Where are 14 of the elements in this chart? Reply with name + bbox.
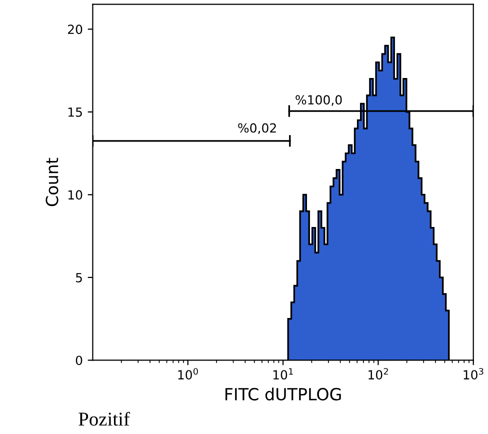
x-tick-label: 10$^{2}$	[368, 368, 388, 380]
x-axis-title: FITC dUTPLOG	[225, 388, 341, 400]
y-tick-label: 0	[76, 356, 82, 366]
x-tick-label: 10$^{0}$	[178, 368, 198, 380]
x-tick-label: 10$^{3}$	[464, 368, 484, 380]
y-tick-label: 10	[68, 190, 82, 200]
y-tick-label: 5	[76, 273, 82, 282]
y-tick-label: 15	[68, 108, 82, 117]
x-tick-label: 10$^{1}$	[273, 368, 293, 380]
y-axis-title: Count	[46, 158, 58, 206]
y-tick-label: 20	[68, 24, 82, 34]
text: Pozitif	[78, 412, 130, 426]
series-label: %0,02	[238, 123, 276, 134]
series-label: %100,0	[296, 95, 342, 106]
